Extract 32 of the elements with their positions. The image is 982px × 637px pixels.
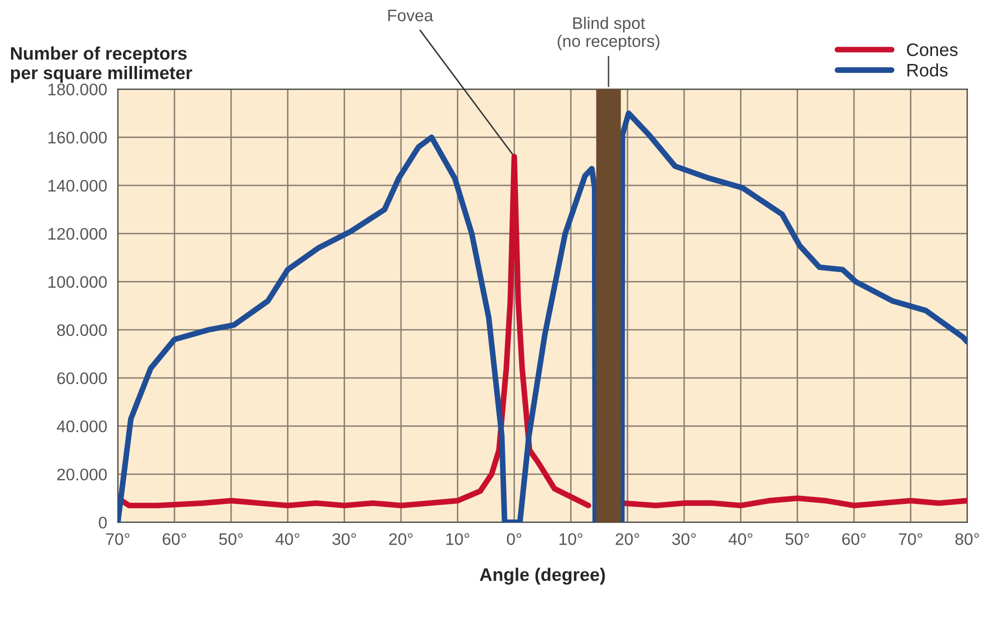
y-tick-label: 80.000 xyxy=(57,324,107,336)
y-tick-label: 180.000 xyxy=(48,84,107,96)
x-tick-label: 10° xyxy=(560,533,582,545)
x-tick-label: 20° xyxy=(389,533,413,545)
y-tick-label: 160.000 xyxy=(48,132,107,144)
legend-label: Cones xyxy=(906,43,958,56)
x-tick-label: 70° xyxy=(898,533,922,545)
x-tick-label: 60° xyxy=(162,533,186,545)
y-tick-label: 120.000 xyxy=(48,228,107,240)
legend-label: Rods xyxy=(908,63,948,77)
x-tick-label: 50° xyxy=(219,533,243,545)
y-tick-label: 0 xyxy=(98,516,107,529)
y-tick-label: 60.000 xyxy=(57,372,107,384)
x-tick-label: 70° xyxy=(106,533,130,545)
x-tick-label: 80° xyxy=(955,533,979,545)
x-tick-label: 60° xyxy=(842,533,866,545)
x-tick-label: 0° xyxy=(506,533,522,545)
band-label: Blind spot (no receptors) xyxy=(558,16,660,50)
y-tick-label: 140.000 xyxy=(48,180,107,192)
y-tick-label: 100.000 xyxy=(48,276,107,288)
y-tick-label: 40.000 xyxy=(56,420,107,432)
x-tick-label: 20° xyxy=(616,533,640,545)
x-tick-label: 50° xyxy=(785,533,809,545)
y-axis-title: Number of receptors per square millimeter xyxy=(11,46,192,83)
x-tick-label: 40° xyxy=(728,533,752,545)
x-tick-label: 40° xyxy=(276,533,300,545)
x-axis-title: Angle (degree) xyxy=(480,568,605,585)
y-tick-label: 20.000 xyxy=(57,468,107,480)
x-tick-label: 30° xyxy=(332,533,356,545)
x-tick-label: 10° xyxy=(446,533,470,545)
x-tick-label: 30° xyxy=(672,533,696,545)
annotation: Fovea xyxy=(388,10,434,22)
